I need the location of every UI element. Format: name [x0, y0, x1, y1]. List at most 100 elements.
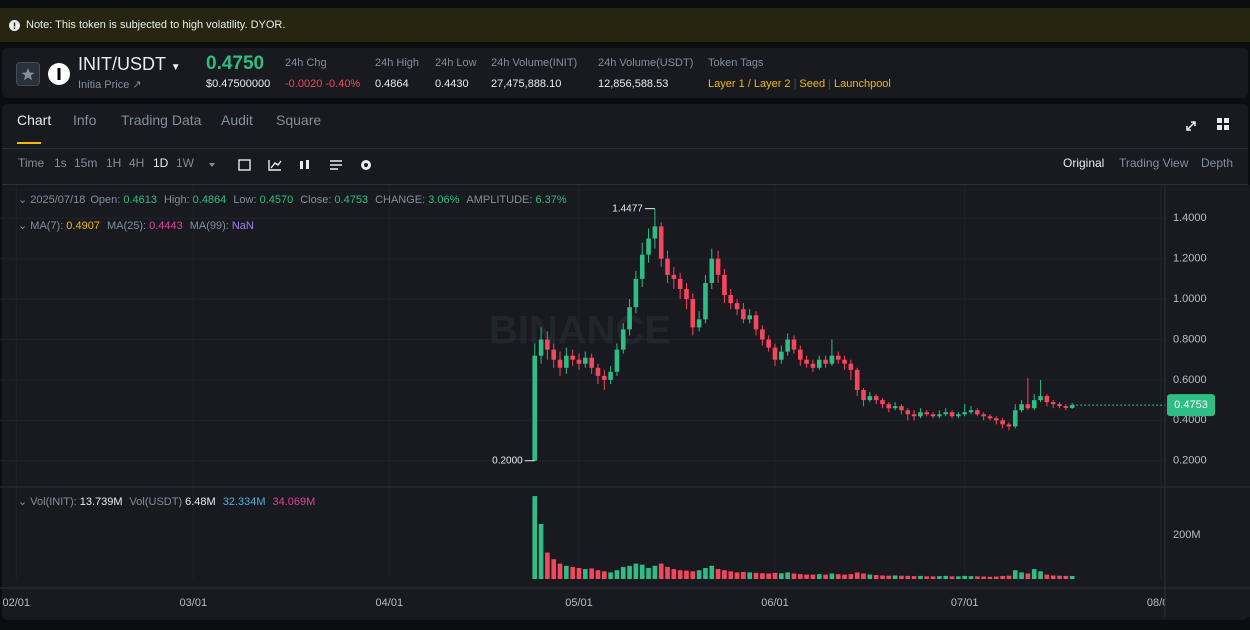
interval[interactable]: 4H: [129, 156, 145, 170]
chart-panel: Chart Info Trading Data Audit Square Time 1s 15…: [2, 104, 1248, 620]
legend-label: MA(7):: [30, 220, 64, 232]
volume-bar: [766, 573, 771, 579]
candle-body: [715, 258, 721, 275]
volume-bar: [557, 563, 563, 579]
pair-subtitle[interactable]: Initia Price ↗: [78, 79, 142, 91]
volume-bar: [949, 576, 955, 579]
volume-bar: [551, 559, 557, 579]
volume-bar: [677, 570, 683, 579]
candle-body: [709, 258, 715, 283]
view-option[interactable]: Depth: [1201, 156, 1234, 170]
candle-body: [766, 339, 771, 348]
favorite-button[interactable]: [16, 62, 40, 86]
volume-bar: [671, 569, 677, 579]
candle-body: [690, 299, 696, 328]
ohlc-legend: ⌄ 2025/07/18 Open: 0.4613 High: 0.4864 Low: 0.…: [18, 194, 567, 206]
candle-body: [937, 414, 942, 417]
high-label: 1.4477: [612, 203, 643, 214]
candle-body: [1063, 406, 1069, 408]
legend-date: 2025/07/18: [30, 194, 86, 206]
volume-bar: [703, 568, 708, 579]
interval[interactable]: 1s: [54, 156, 67, 170]
interval[interactable]: 1H: [106, 156, 122, 170]
volume-tick-label: 200M: [1173, 529, 1201, 541]
candle-body: [892, 406, 898, 409]
legend-value: 0.4864: [192, 194, 227, 206]
candle-body: [835, 355, 841, 360]
candle-body: [684, 289, 689, 300]
legend-label: CHANGE:: [375, 194, 426, 206]
volume-bar: [639, 564, 645, 579]
volume-bar: [905, 575, 911, 579]
volume-bar: [608, 572, 613, 579]
divider: [2, 148, 1248, 149]
candle-body: [962, 412, 967, 415]
candle-body: [981, 414, 986, 417]
x-tick-label: 07/01: [951, 597, 979, 609]
volume-bar: [538, 524, 544, 579]
stat-label: 24h High: [375, 57, 420, 69]
view-option[interactable]: Original: [1063, 156, 1105, 170]
volume-bar: [690, 571, 696, 579]
candle-body: [816, 359, 822, 368]
candle-body: [658, 226, 664, 259]
interval[interactable]: 1W: [176, 156, 194, 170]
interval[interactable]: 1D: [153, 156, 169, 170]
volume-bar: [943, 575, 949, 579]
ma-legend: ⌄ MA(7): 0.4907 MA(25): 0.4443 MA(99): NaN: [18, 220, 254, 232]
separator: |: [828, 78, 831, 90]
view-option[interactable]: Trading View: [1119, 156, 1189, 170]
volume-bar: [747, 572, 753, 579]
y-tick-label: 1.0000: [1173, 293, 1207, 305]
volume-bar: [545, 552, 550, 579]
volume-bar: [620, 566, 626, 579]
stat-label: 24h Chg: [285, 57, 327, 69]
volume-bar: [734, 572, 740, 579]
last-price-tag: [1167, 394, 1215, 417]
tab[interactable]: Info: [73, 112, 97, 128]
candle-body: [614, 349, 620, 372]
tab[interactable]: Audit: [221, 112, 253, 128]
volume-bar: [728, 571, 734, 579]
interval[interactable]: 15m: [74, 156, 98, 170]
candle-body: [810, 363, 816, 368]
token-tag[interactable]: Seed: [799, 78, 826, 90]
y-tick-label: 1.4000: [1173, 212, 1207, 224]
candle-body: [551, 349, 557, 360]
candle-body: [791, 339, 797, 350]
toolbar-icons[interactable]: [207, 157, 377, 173]
legend-value: 32.334M: [222, 496, 266, 508]
candle-body: [677, 278, 683, 289]
volume-bar: [975, 576, 980, 579]
volume-bar: [583, 569, 588, 579]
volume-bar: [715, 569, 721, 579]
candle-body: [779, 351, 784, 360]
active-tab-indicator: [17, 142, 41, 144]
info-icon: [9, 20, 20, 31]
legend-value: 3.06%: [428, 194, 460, 206]
tab[interactable]: Square: [276, 112, 322, 128]
volume-bar: [829, 573, 835, 579]
volume-bar: [1031, 569, 1037, 579]
volume-bar: [823, 574, 828, 579]
candle-body: [564, 355, 569, 368]
candle-body: [886, 404, 892, 409]
volume-bar: [576, 568, 582, 579]
divider: [2, 184, 1248, 185]
volume-bar: [873, 575, 879, 579]
chart-tools[interactable]: [1185, 116, 1237, 132]
volume-bar: [810, 574, 816, 579]
pair-name[interactable]: INIT/USDT ▼: [78, 54, 181, 74]
token-tag[interactable]: Launchpool: [833, 78, 891, 90]
candle-body: [1069, 405, 1075, 408]
candle-body: [1031, 400, 1037, 409]
candle-body: [905, 410, 911, 415]
tab[interactable]: Trading Data: [121, 112, 202, 128]
legend-label: High:: [163, 194, 190, 206]
candle-body: [620, 329, 626, 350]
volume-bar: [570, 566, 575, 579]
tab[interactable]: Chart: [17, 112, 52, 128]
token-tag[interactable]: Layer 1 / Layer 2: [708, 78, 791, 90]
x-tick-label: 02/01: [3, 597, 31, 609]
candle-body: [741, 309, 746, 320]
